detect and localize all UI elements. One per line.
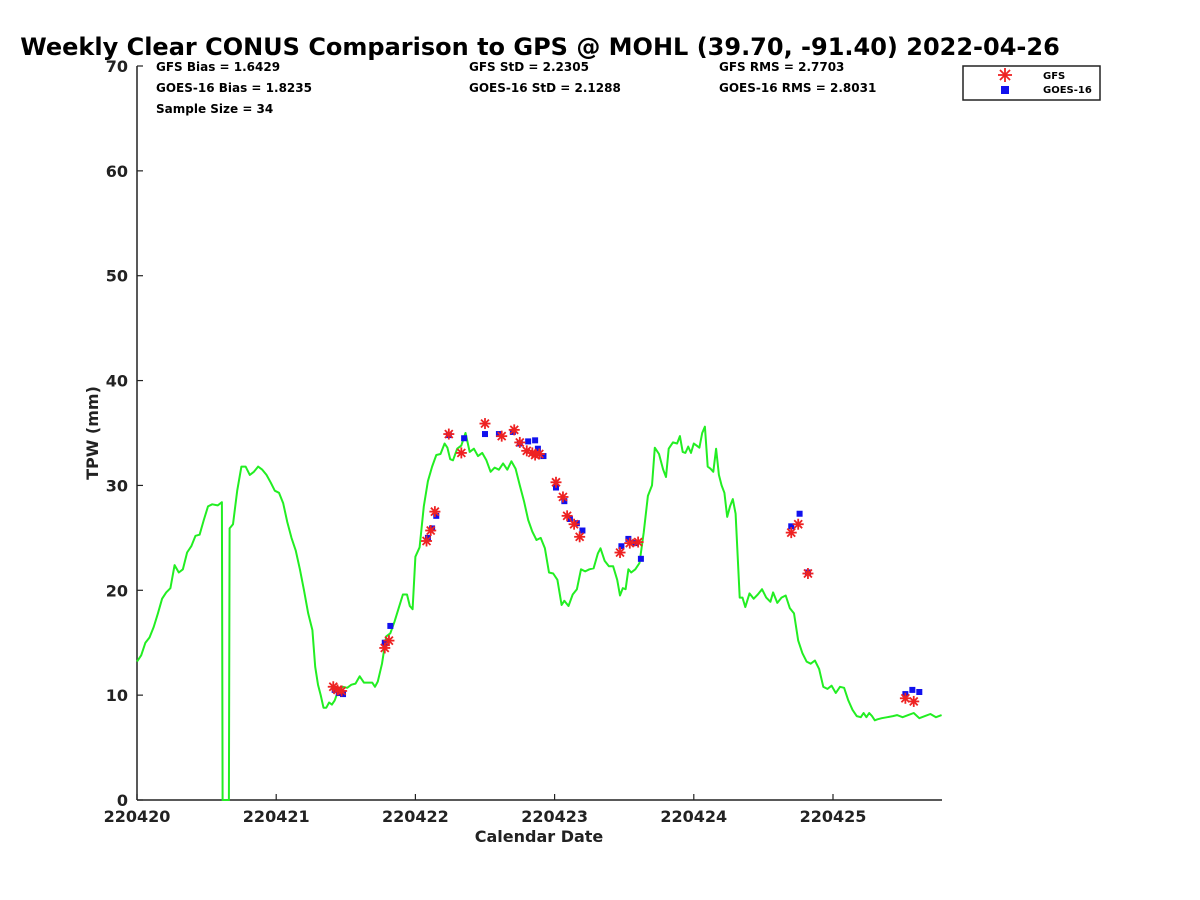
x-axis-label: Calendar Date — [475, 827, 604, 846]
gfs-point — [632, 536, 644, 548]
goes-point — [916, 688, 923, 695]
y-tick-label: 40 — [106, 372, 128, 391]
axes — [136, 66, 942, 801]
legend-goes-marker — [1001, 86, 1009, 94]
x-tick-label: 220422 — [382, 807, 449, 826]
gfs-point — [614, 547, 626, 559]
goes-point — [461, 435, 468, 442]
gfs-bias-label: GFS Bias = 1.6429 — [156, 60, 280, 74]
gfs-point — [336, 685, 348, 697]
goes-point — [796, 510, 803, 517]
legend-gfs-marker — [998, 68, 1012, 82]
goes-point — [579, 527, 586, 534]
x-tick-label: 220424 — [660, 807, 727, 826]
gfs-point — [425, 525, 437, 537]
goes-point — [433, 512, 440, 519]
goes-point — [534, 445, 541, 452]
legend-goes-label: GOES-16 — [1043, 85, 1092, 96]
goes-point — [482, 431, 488, 438]
gfs-std-label: GFS StD = 2.2305 — [469, 60, 589, 74]
y-axis-label: TPW (mm) — [83, 386, 102, 480]
goes-point — [788, 523, 795, 530]
x-tick-label: 220425 — [800, 807, 867, 826]
x-ticks: 220420 220421 220422 220423 220424 220425 — [104, 794, 867, 826]
gfs-point — [557, 491, 569, 503]
goes-point — [632, 540, 639, 547]
y-tick-label: 10 — [106, 686, 128, 705]
gfs-point — [550, 476, 562, 488]
gfs-point — [508, 424, 520, 436]
y-tick-label: 50 — [106, 267, 128, 286]
goes-point — [540, 453, 547, 460]
goes-point — [424, 534, 431, 541]
gfs-point — [624, 537, 636, 549]
gfs-point — [383, 635, 395, 647]
goes-point — [573, 520, 580, 527]
y-tick-label: 0 — [117, 791, 128, 810]
goes-point — [637, 555, 644, 562]
goes-point — [909, 686, 916, 693]
gfs-point — [443, 428, 455, 440]
gfs-point — [792, 518, 804, 530]
goes-point — [561, 498, 568, 505]
legend: GFS GOES-16 — [962, 65, 1101, 101]
gfs-rms-label: GFS RMS = 2.7703 — [719, 60, 844, 74]
gfs-point — [514, 436, 526, 448]
x-tick-label: 220420 — [104, 807, 171, 826]
gfs-point — [802, 568, 814, 580]
gps-series-line — [136, 425, 942, 801]
goes-bias-label: GOES-16 Bias = 1.8235 — [156, 81, 312, 95]
y-tick-label: 70 — [106, 57, 128, 76]
gfs-point — [785, 527, 797, 539]
gfs-point — [479, 418, 491, 430]
legend-gfs-label: GFS — [1043, 71, 1065, 82]
x-tick-label: 220421 — [243, 807, 310, 826]
goes-point — [525, 438, 532, 445]
gfs-point — [429, 506, 441, 518]
legend-gfs-star — [998, 68, 1012, 82]
goes-point — [340, 691, 347, 698]
goes-point — [532, 437, 539, 444]
chart-title: Weekly Clear CONUS Comparison to GPS @ M… — [20, 33, 1060, 61]
goes-std-label: GOES-16 StD = 2.1288 — [469, 81, 621, 95]
gfs-point — [533, 448, 545, 460]
goes-point — [625, 535, 632, 542]
goes-point — [618, 543, 625, 550]
gfs-point — [496, 430, 508, 442]
gfs-point — [574, 531, 586, 543]
sample-size-label: Sample Size = 34 — [156, 102, 273, 116]
gfs-point — [568, 518, 580, 530]
gfs-point — [899, 692, 911, 704]
goes-point — [387, 622, 394, 629]
gfs-point — [561, 510, 573, 522]
y-tick-label: 60 — [106, 162, 128, 181]
gfs-point — [908, 695, 920, 707]
legend-box — [962, 65, 1101, 101]
gfs-point — [455, 447, 467, 459]
y-tick-label: 30 — [106, 476, 128, 495]
goes-rms-label: GOES-16 RMS = 2.8031 — [719, 81, 876, 95]
plot-area — [136, 418, 942, 801]
x-tick-label: 220423 — [521, 807, 588, 826]
y-ticks: 0 10 20 30 40 50 60 70 — [106, 57, 143, 810]
y-tick-label: 20 — [106, 581, 128, 600]
stats-block: GFS Bias = 1.6429 GOES-16 Bias = 1.8235 … — [156, 60, 876, 116]
gfs-point — [421, 535, 433, 547]
